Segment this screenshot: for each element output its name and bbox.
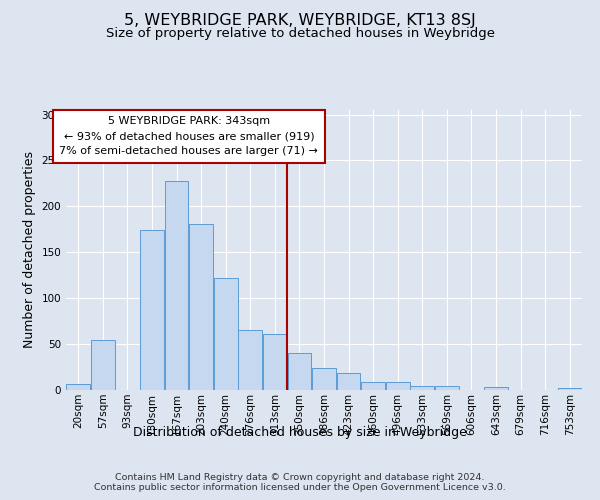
Text: Distribution of detached houses by size in Weybridge: Distribution of detached houses by size …: [133, 426, 467, 439]
Bar: [361, 382, 385, 390]
Bar: [67, 384, 90, 390]
Bar: [484, 387, 508, 390]
Bar: [386, 382, 410, 390]
Y-axis label: Number of detached properties: Number of detached properties: [23, 152, 36, 348]
Text: 5, WEYBRIDGE PARK, WEYBRIDGE, KT13 8SJ: 5, WEYBRIDGE PARK, WEYBRIDGE, KT13 8SJ: [124, 12, 476, 28]
Bar: [312, 368, 336, 390]
Bar: [238, 330, 262, 390]
Text: 5 WEYBRIDGE PARK: 343sqm
← 93% of detached houses are smaller (919)
7% of semi-d: 5 WEYBRIDGE PARK: 343sqm ← 93% of detach…: [59, 116, 318, 156]
Bar: [263, 334, 287, 390]
Text: Size of property relative to detached houses in Weybridge: Size of property relative to detached ho…: [106, 28, 494, 40]
Bar: [91, 340, 115, 390]
Bar: [140, 230, 164, 390]
Bar: [214, 278, 238, 390]
Bar: [558, 388, 581, 390]
Bar: [410, 386, 434, 390]
Bar: [164, 180, 188, 390]
Bar: [337, 372, 361, 390]
Bar: [287, 354, 311, 390]
Bar: [435, 386, 459, 390]
Bar: [189, 224, 213, 390]
Text: Contains HM Land Registry data © Crown copyright and database right 2024.
Contai: Contains HM Land Registry data © Crown c…: [94, 473, 506, 492]
